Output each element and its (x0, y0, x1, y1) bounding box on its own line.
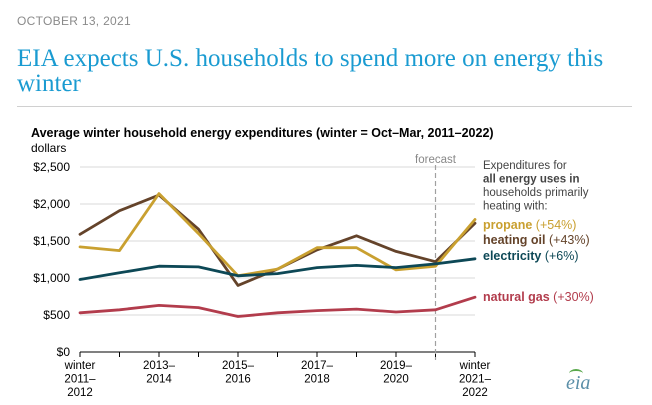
y-tick-label: $2,500 (33, 160, 70, 174)
x-tick-label: 2019– 2020 (380, 360, 413, 386)
y-tick-label: $500 (43, 308, 70, 322)
legend-label-heating-oil: heating oil (+43%) (483, 233, 590, 247)
forecast-label: forecast (415, 154, 457, 166)
series-line-electricity (78, 257, 477, 281)
x-tick-label: 2013– 2014 (143, 360, 176, 386)
series-line-propane (78, 192, 477, 278)
y-tick-label: $1,500 (33, 234, 70, 248)
series-line-heating-oil (78, 193, 477, 287)
legend-label-propane: propane (+54%) (483, 218, 576, 232)
y-tick-label: $2,000 (33, 197, 70, 211)
x-tick-label: 2015– 2016 (222, 360, 255, 386)
series-line-natural-gas (78, 295, 477, 318)
logo-swoosh-icon (569, 369, 583, 378)
x-tick-label: winter 2021– 2022 (459, 360, 492, 399)
x-tick-label: 2017– 2018 (301, 360, 334, 386)
annotation-line: all energy uses in (483, 174, 580, 186)
article-date: OCTOBER 13, 2021 (17, 14, 131, 28)
page-title[interactable]: EIA expects U.S. households to spend mor… (17, 45, 604, 97)
x-tick-label: winter 2011– 2012 (64, 360, 97, 399)
y-axis-unit-label: dollars (31, 141, 66, 155)
legend-label-natural-gas: natural gas (+30%) (483, 290, 594, 304)
legend-label-electricity: electricity (+6%) (483, 249, 579, 263)
y-tick-label: $1,000 (33, 271, 70, 285)
header-divider (17, 106, 632, 107)
annotation-line: heating with: (483, 201, 548, 213)
annotation-line: Expenditures for (483, 160, 567, 172)
eia-logo[interactable]: eia (566, 369, 590, 395)
y-tick-label: $0 (57, 345, 71, 359)
annotation-line: households primarily (483, 187, 589, 199)
chart-title: Average winter household energy expendit… (31, 126, 494, 140)
